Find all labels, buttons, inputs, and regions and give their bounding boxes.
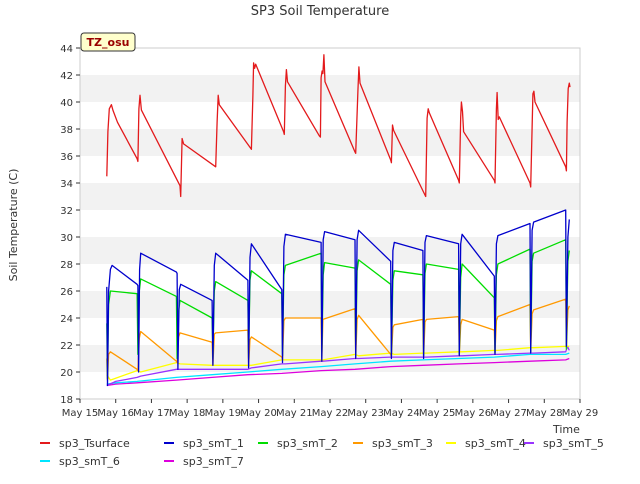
- x-tick-label: May 16: [97, 408, 134, 419]
- y-tick-label: 22: [60, 341, 73, 352]
- x-axis-label: Time: [552, 423, 580, 436]
- x-tick-label: May 28: [526, 408, 563, 419]
- grid-band: [80, 183, 580, 210]
- x-tick-label: May 29: [562, 408, 599, 419]
- grid-band: [80, 129, 580, 156]
- y-tick-label: 26: [60, 287, 73, 298]
- grid-band: [80, 48, 580, 75]
- x-tick-label: May 19: [205, 408, 242, 419]
- y-tick-label: 36: [60, 152, 73, 163]
- chart-title: SP3 Soil Temperature: [251, 4, 389, 19]
- site-tag-label: TZ_osu: [87, 36, 130, 49]
- x-tick-label: May 17: [133, 408, 170, 419]
- x-tick-label: May 23: [347, 408, 384, 419]
- x-tick-label: May 18: [169, 408, 206, 419]
- legend: sp3_Tsurface sp3_smT_1 sp3_smT_2 sp3_smT_3 s…: [40, 437, 604, 468]
- y-tick-label: 40: [60, 98, 73, 109]
- y-tick-label: 24: [60, 314, 73, 325]
- series-line-sp3_smT_6: [106, 352, 570, 385]
- x-tick-label: May 21: [276, 408, 313, 419]
- legend-label-sp3_smT_1: sp3_smT_1: [183, 437, 244, 450]
- legend-label-sp3_smT_2: sp3_smT_2: [277, 437, 338, 450]
- legend-label-sp3_Tsurface: sp3_Tsurface: [59, 437, 130, 450]
- x-tick-label: May 22: [312, 408, 349, 419]
- legend-label-sp3_smT_4: sp3_smT_4: [465, 437, 526, 450]
- y-tick-label: 32: [60, 206, 73, 217]
- y-tick-label: 30: [60, 233, 73, 244]
- x-tick-label: May 25: [419, 408, 456, 419]
- series-line-sp3_smT_5: [106, 345, 570, 387]
- x-tick-label: May 26: [455, 408, 492, 419]
- grid-band: [80, 318, 580, 345]
- legend-label-sp3_smT_6: sp3_smT_6: [59, 455, 120, 468]
- y-tick-label: 38: [60, 125, 73, 136]
- series-lines: [106, 54, 571, 387]
- grid-band: [80, 264, 580, 291]
- legend-label-sp3_smT_7: sp3_smT_7: [183, 455, 244, 468]
- grid-band: [80, 156, 580, 183]
- y-tick-label: 28: [60, 260, 73, 271]
- legend-label-sp3_smT_3: sp3_smT_3: [372, 437, 433, 450]
- grid-bands: [80, 48, 580, 399]
- x-tick-label: May 20: [240, 408, 277, 419]
- x-tick-label: May 27: [490, 408, 527, 419]
- y-tick-label: 20: [60, 368, 73, 379]
- x-tick-label: May 24: [383, 408, 420, 419]
- grid-band: [80, 102, 580, 129]
- legend-label-sp3_smT_5: sp3_smT_5: [543, 437, 604, 450]
- site-tag: TZ_osu: [80, 32, 136, 52]
- site-tag-box: [80, 32, 136, 52]
- y-tick-label: 34: [60, 179, 73, 190]
- y-tick-label: 42: [60, 71, 73, 82]
- series-line-sp3_smT_1: [106, 209, 570, 387]
- grid-band: [80, 372, 580, 399]
- grid-band: [80, 237, 580, 264]
- y-tick-label: 18: [60, 395, 73, 406]
- y-axis-ticks: 18 20 22 24 26 28 30 32 34 36 38 40 42 44: [60, 44, 80, 406]
- grid-band: [80, 75, 580, 102]
- y-axis-label: Soil Temperature (C): [7, 169, 20, 282]
- x-axis-ticks: May 15 May 16 May 17 May 18 May 19 May 20 May …: [62, 399, 599, 419]
- series-line-sp3_Tsurface: [106, 54, 571, 198]
- y-tick-label: 44: [60, 44, 73, 55]
- x-tick-label: May 15: [62, 408, 99, 419]
- series-line-sp3_smT_7: [106, 357, 570, 387]
